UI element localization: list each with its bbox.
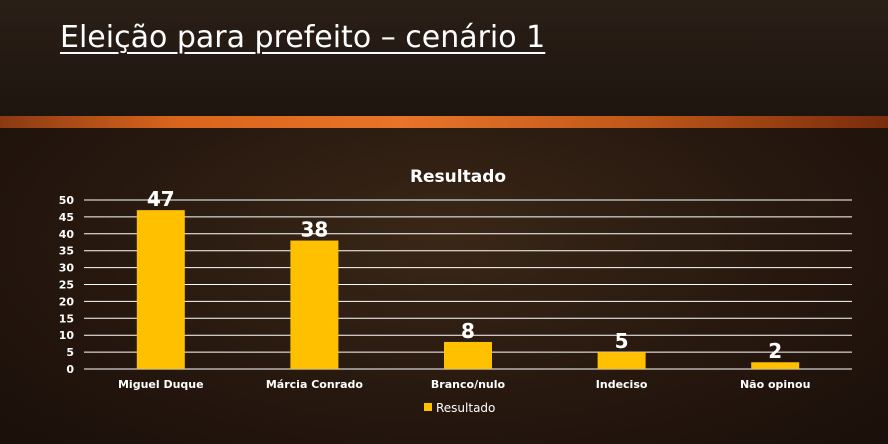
- y-axis-ticks: 0 5 10 15 20 25 30 35 40 45 50: [59, 194, 75, 376]
- y-tick-label: 30: [59, 262, 75, 275]
- data-label: 38: [300, 218, 328, 242]
- y-tick-label: 0: [66, 363, 74, 376]
- y-tick-label: 20: [59, 295, 75, 308]
- legend: Resultado: [424, 401, 495, 415]
- y-tick-label: 15: [59, 312, 74, 325]
- data-label: 47: [147, 187, 175, 211]
- y-tick-label: 45: [59, 211, 74, 224]
- x-tick-label: Não opinou: [740, 378, 810, 391]
- data-label: 8: [461, 319, 475, 343]
- bar: [598, 352, 646, 369]
- x-tick-label: Márcia Conrado: [266, 378, 364, 391]
- y-tick-label: 40: [59, 228, 75, 241]
- bars: 47 38 8 5 2: [137, 187, 799, 369]
- y-tick-label: 25: [59, 279, 74, 292]
- bar: [751, 362, 799, 369]
- x-tick-label: Miguel Duque: [118, 378, 204, 391]
- chart-title: Resultado: [410, 167, 506, 187]
- bar: [444, 342, 492, 369]
- bar: [137, 210, 185, 369]
- y-tick-label: 35: [59, 245, 74, 258]
- data-label: 2: [768, 339, 782, 363]
- legend-label: Resultado: [436, 401, 495, 415]
- data-label: 5: [615, 329, 629, 353]
- x-tick-label: Branco/nulo: [431, 378, 506, 391]
- x-tick-label: Indeciso: [596, 378, 648, 391]
- legend-swatch: [424, 403, 432, 411]
- bar: [290, 241, 338, 369]
- x-axis-labels: Miguel Duque Márcia Conrado Branco/nulo Ind…: [118, 378, 810, 391]
- y-tick-label: 5: [66, 346, 74, 359]
- y-tick-label: 50: [59, 194, 75, 207]
- y-tick-label: 10: [59, 329, 75, 342]
